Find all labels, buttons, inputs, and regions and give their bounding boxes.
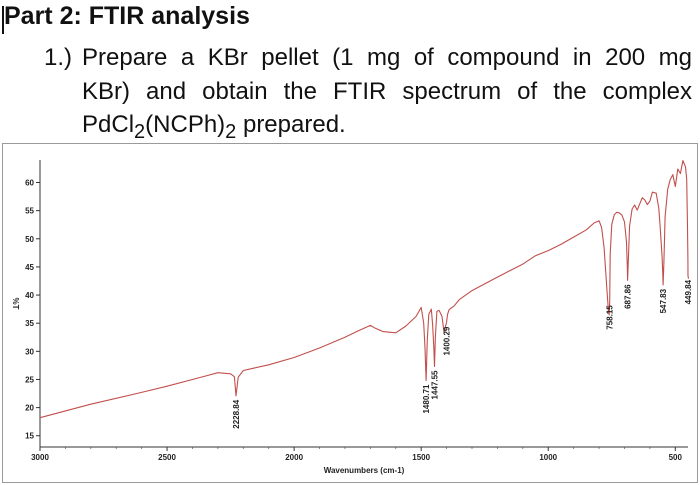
peak-label: 1400.29 [443, 326, 452, 355]
y-tick-label: 55 [25, 207, 34, 216]
formula-part-3: prepared. [236, 111, 346, 138]
instruction-line-3: PdCl2(NCPh)2 prepared. [82, 111, 346, 144]
peak-label: 1480.71 [422, 384, 431, 413]
y-tick-label: 25 [25, 375, 34, 384]
x-tick-label: 3000 [31, 453, 49, 462]
ftir-spectrum-frame [2, 143, 698, 483]
peak-label: 449.84 [684, 279, 693, 304]
peak-label: 547.83 [659, 288, 668, 313]
y-tick-label: 60 [25, 179, 34, 188]
formula-part-1: PdCl [82, 111, 135, 138]
x-axis-title: Wavenumbers (cm-1) [324, 466, 405, 475]
y-tick-label: 35 [25, 319, 34, 328]
plot-area: 15 20 25 30 35 40 45 50 55 60 3000 2500 2000 1500 1000… [11, 160, 693, 475]
formula-subscript-1: 2 [134, 120, 146, 143]
peak-label: 687.86 [624, 284, 633, 309]
x-tick-label: 500 [669, 453, 683, 462]
y-tick-label: 45 [25, 263, 34, 272]
question-header: Part 2: FTIR analysis 1.) Prepare a KBr … [0, 0, 700, 143]
part-title: Part 2: FTIR analysis [4, 2, 250, 30]
y-tick-label: 20 [25, 404, 34, 413]
spectrum-line [39, 160, 690, 419]
formula-part-2: (NCPh) [145, 111, 226, 138]
peak-label: 2228.84 [232, 399, 241, 428]
instruction-line-1: Prepare a KBr pellet (1 mg of compound i… [82, 44, 692, 71]
y-axis-title: %T [11, 298, 20, 310]
x-tick-label: 2500 [158, 453, 176, 462]
y-tick-label: 50 [25, 235, 34, 244]
text-cursor-bar [2, 6, 4, 34]
x-tick-label: 1500 [412, 453, 430, 462]
x-tick-label: 1000 [539, 453, 557, 462]
step-number: 1.) [44, 44, 73, 71]
y-tick-label: 15 [25, 432, 34, 441]
x-tick-label: 2000 [285, 453, 303, 462]
y-tick-label: 40 [25, 291, 34, 300]
y-tick-label: 30 [25, 347, 34, 356]
instruction-line-2: KBr) and obtain the FTIR spectrum of the… [82, 78, 692, 105]
formula-subscript-2: 2 [225, 120, 237, 143]
peak-label: 758.15 [606, 305, 615, 330]
peak-label: 1447.55 [431, 370, 440, 399]
